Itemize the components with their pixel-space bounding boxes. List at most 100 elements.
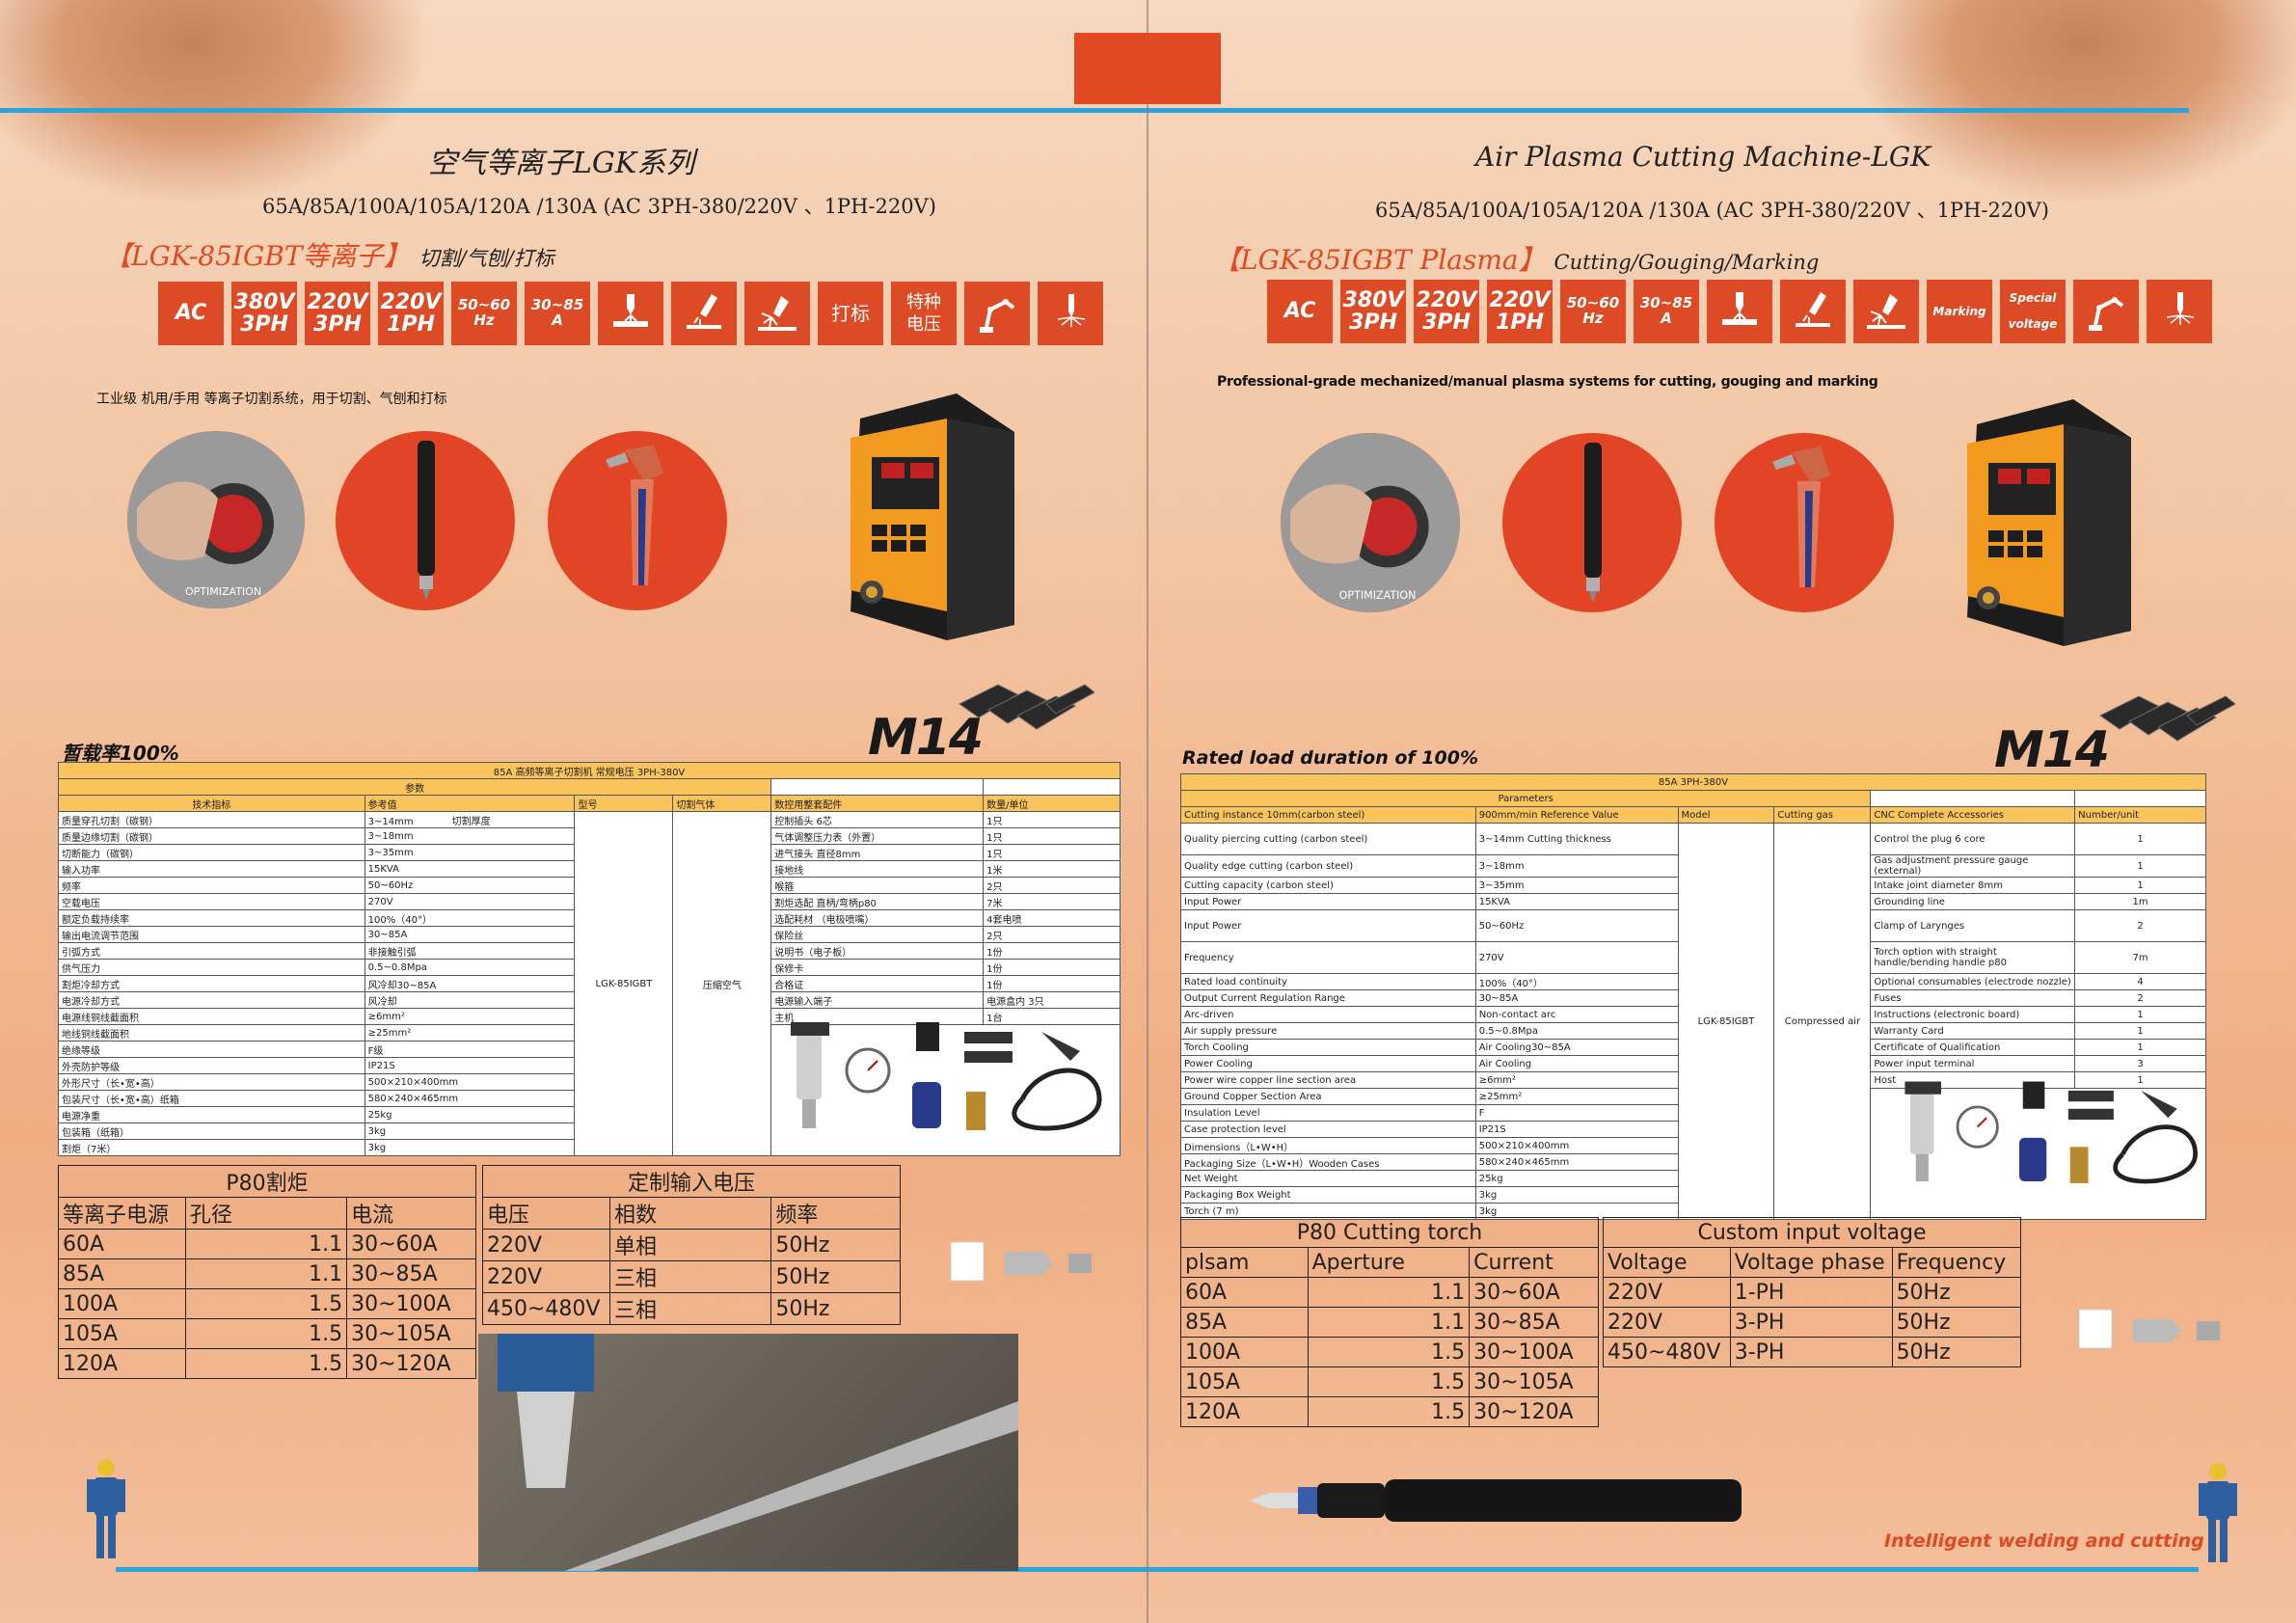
table-row: 220V 3-PH 50Hz [1603, 1307, 2022, 1338]
torch-table-caption: P80 Cutting torch [1180, 1217, 1599, 1248]
left-spec-table: 85A 高频等离子切割机 常规电压 3PH-380V 参数 技术指标 参考值 型… [57, 762, 1121, 1156]
svg-text:OPTIMIZATION: OPTIMIZATION [185, 585, 261, 598]
straight-torch-photo [1250, 1474, 1743, 1531]
table-row: 包装尺寸（长•宽•高）纸箱 580×240×465mm [58, 1090, 1121, 1107]
special-voltage-icon: 特种电压 [891, 282, 957, 345]
torch-straight-photo [336, 431, 515, 610]
table-row: 105A 1.5 30~105A [1180, 1366, 1599, 1397]
table-row: 100A 1.5 30~100A [58, 1288, 476, 1319]
table-row: 220V 单相 50Hz [482, 1229, 901, 1261]
table-row: 电源冷却方式 风冷却 电源输入端子 电源盒内 3只 [58, 991, 1121, 1009]
knob-photo: OPTIMIZATION [1281, 433, 1460, 612]
table-row: 割炬（7米） 3kg [58, 1139, 1121, 1156]
table-params-header: 参数 [57, 778, 772, 796]
voltage-table-caption: Custom input voltage [1603, 1217, 2021, 1248]
table-params-header: Parameters [1179, 790, 1872, 807]
right-title: Air Plasma Cutting Machine-LGK [1475, 141, 1931, 173]
marking-spark-icon [1853, 280, 1919, 343]
robot-arm-icon [964, 282, 1030, 345]
table-title: 85A 3PH-380V [1180, 773, 2206, 791]
table-row: Quality edge cutting (carbon steel) 3~18m… [1180, 854, 2206, 878]
top-bar-right [1148, 108, 2189, 113]
robot-arm-icon [2073, 280, 2139, 343]
left-model-heading: 【LGK-85IGBT等离子】 切割/气刨/打标 [104, 235, 554, 274]
page-tab [1074, 33, 1221, 104]
ac-badge: AC [158, 282, 224, 345]
left-metal-blocks [950, 665, 1095, 746]
table-row: 引弧方式 非接触引弧 说明书（电子板） 1份 [58, 942, 1121, 960]
table-row: Input Power 50~60Hz Clamp of Larynges 2 [1180, 909, 2206, 942]
table-title: 85A 高频等离子切割机 常规电压 3PH-380V [58, 762, 1121, 779]
table-row: 85A 1.1 30~85A [58, 1258, 476, 1289]
right-voltage-table: Custom input voltage Voltage Voltage phas… [1603, 1217, 2022, 1367]
knob-photo: OPTIMIZATION [127, 431, 305, 609]
marking-text-icon: Marking [1927, 280, 1992, 343]
30-85a-badge: 30~85 A [525, 282, 590, 345]
table-row: Frequency 270V Torch option with straight … [1180, 941, 2206, 974]
table-row: Output Current Regulation Range 30~85A Fus… [1180, 989, 2206, 1007]
380v-3ph-badge: 380V 3PH [1340, 280, 1406, 343]
right-worker-figure [2195, 1460, 2241, 1572]
220v-3ph-badge: 220V 3PH [305, 282, 370, 345]
cutting-icon [1707, 280, 1772, 343]
table-row: 120A 1.5 30~120A [58, 1348, 476, 1379]
ac-badge: AC [1267, 280, 1333, 343]
220v-1ph-badge: 220V 1PH [378, 282, 444, 345]
table-row: Air supply pressure 0.5~0.8Mpa Warranty Ca… [1180, 1022, 2206, 1040]
left-description: 工业级 机用/手用 等离子切割系统，用于切割、气刨和打标 [96, 392, 447, 407]
table-row: Packaging Size（L•W•H）Wooden Cases 580×240… [1180, 1153, 2206, 1171]
top-bar-left [0, 108, 1148, 113]
table-row: 220V 三相 50Hz [482, 1260, 901, 1293]
cutting-demo-photo [478, 1334, 1018, 1571]
right-model-functions: Cutting/Gouging/Marking [1553, 251, 1820, 274]
torch-handheld-photo [548, 431, 727, 610]
table-row: 450~480V 3-PH 50Hz [1603, 1337, 2022, 1367]
right-accessories-photo [1896, 1068, 2204, 1207]
table-row: 220V 1-PH 50Hz [1603, 1277, 2022, 1308]
table-row: 450~480V 三相 50Hz [482, 1292, 901, 1325]
torch-table-caption: P80割炬 [58, 1165, 476, 1198]
table-row: Rated load continuity 100%（40°） Optional c… [1180, 973, 2206, 990]
50-60hz-badge: 50~60 Hz [451, 282, 517, 345]
table-row: Quality piercing cutting (carbon steel) 3… [1180, 823, 2206, 1220]
table-row: Cutting capacity (carbon steel) 3~35mm Int… [1180, 877, 2206, 894]
cutting-icon [598, 282, 663, 345]
gouging-icon [671, 282, 737, 345]
left-subtitle: 65A/85A/100A/105A/120A /130A (AC 3PH-380… [262, 195, 936, 218]
right-m14-label: M14 [1994, 721, 2110, 779]
bottom-bar-right [1148, 1567, 2199, 1572]
right-model-heading: 【LGK-85IGBT Plasma】 Cutting/Gouging/Mark… [1213, 239, 1819, 278]
table-row: 输入功率 15KVA 接地线 1米 [58, 860, 1121, 878]
torch-spark-icon [2147, 280, 2212, 343]
torch-straight-photo [1502, 433, 1682, 612]
marking-text-icon: 打标 [818, 282, 883, 345]
torch-handheld-photo [1715, 433, 1894, 612]
table-row: 120A 1.5 30~120A [1180, 1396, 1599, 1427]
table-row: 割炬冷却方式 风冷却30~85A 合格证 1份 [58, 975, 1121, 992]
right-feature-icons: AC 380V 3PH 220V 3PH 220V 1PH 50~60 Hz 30~85… [1267, 280, 2212, 343]
table-row: 105A 1.5 30~105A [58, 1318, 476, 1349]
right-subtitle: 65A/85A/100A/105A/120A /130A (AC 3PH-380… [1375, 199, 2049, 222]
table-row: 质量边缘切割（碳钢） 3~18mm 气体调整压力表（外置） 1只 [58, 827, 1121, 845]
plasma-machine-photo [1948, 395, 2141, 646]
220v-3ph-badge: 220V 3PH [1414, 280, 1479, 343]
220v-1ph-badge: 220V 1PH [1487, 280, 1553, 343]
left-model-functions: 切割/气刨/打标 [419, 247, 554, 270]
torch-spark-icon [1038, 282, 1103, 345]
30-85a-badge: 30~85 A [1634, 280, 1699, 343]
left-voltage-table: 定制输入电压 电压 相数 频率 220V 单相 50Hz 220V 三相 50Hz 450~48… [482, 1165, 901, 1325]
left-m14-label: M14 [868, 709, 984, 767]
50-60hz-badge: 50~60 Hz [1560, 280, 1626, 343]
table-row: 绝缘等级 F级 [58, 1041, 1121, 1058]
right-torch-table: P80 Cutting torch plsam Aperture Current 6… [1180, 1217, 1599, 1427]
right-rated-label: Rated load duration of 100% [1182, 747, 1478, 769]
left-worker-figure [83, 1456, 129, 1568]
table-row: 60A 1.1 30~60A [58, 1229, 476, 1259]
right-description: Professional-grade mechanized/manual pla… [1217, 374, 1878, 390]
380v-3ph-badge: 380V 3PH [231, 282, 297, 345]
slogan: Intelligent welding and cutting [1884, 1530, 2204, 1552]
table-row: 60A 1.1 30~60A [1180, 1277, 1599, 1308]
voltage-table-caption: 定制输入电压 [482, 1165, 901, 1198]
spark-decoration-left [0, 0, 424, 203]
svg-text:OPTIMIZATION: OPTIMIZATION [1339, 589, 1417, 602]
